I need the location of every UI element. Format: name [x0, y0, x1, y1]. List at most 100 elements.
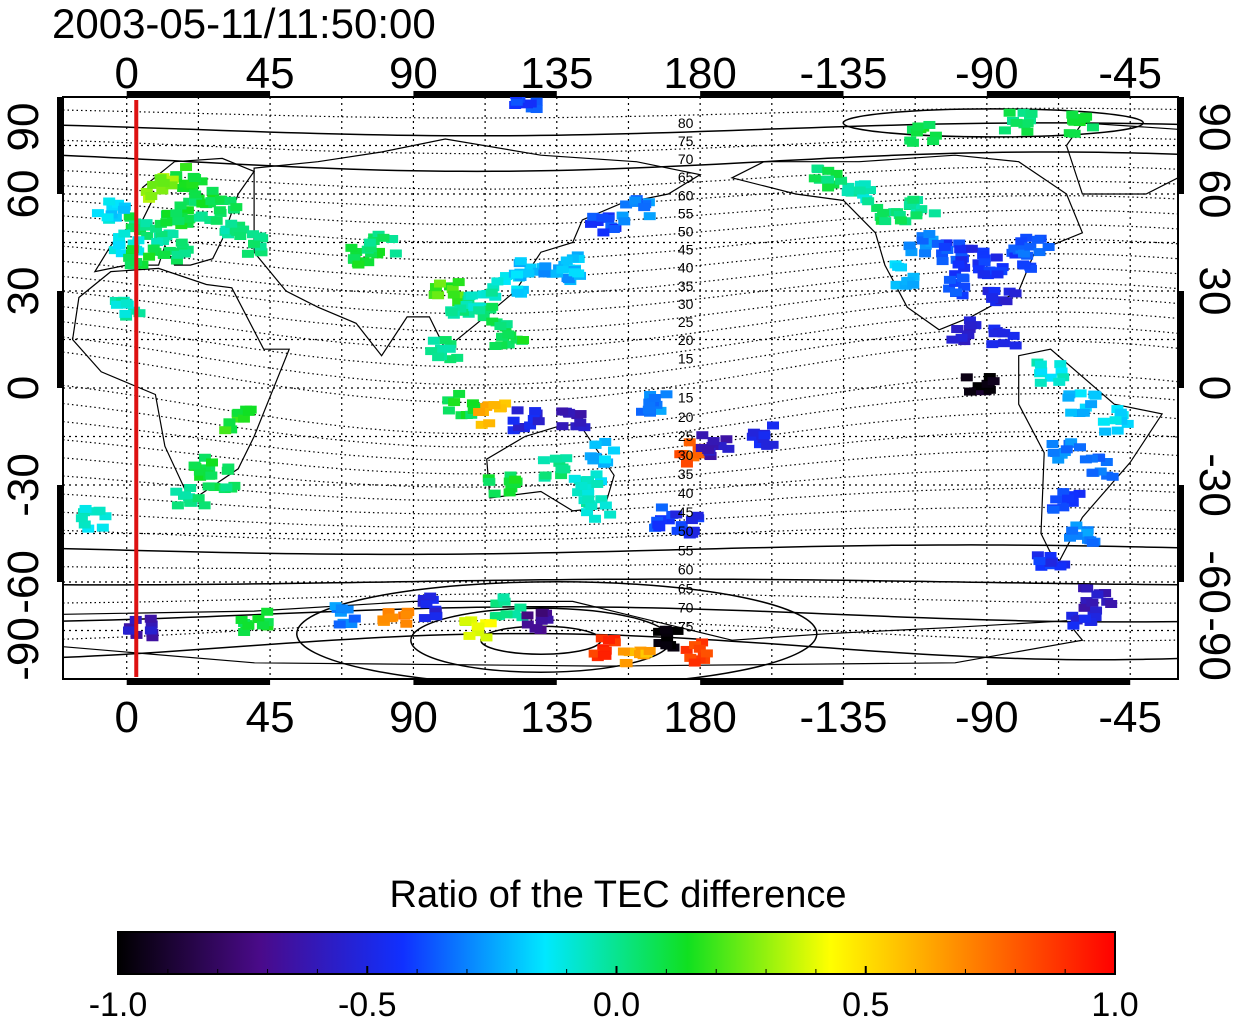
tec-pixel: [242, 621, 255, 630]
tec-pixel: [472, 622, 485, 631]
tec-pixel: [237, 414, 250, 423]
tec-pixel: [181, 219, 194, 228]
tec-patch: [489, 330, 530, 351]
tec-patch: [960, 373, 1000, 396]
tec-pixel: [893, 210, 906, 219]
tec-patch: [617, 646, 656, 668]
tec-patch: [1062, 389, 1102, 418]
tec-pixel: [163, 229, 176, 238]
tec-pixel: [997, 329, 1010, 338]
tec-pixel: [118, 229, 131, 238]
contour-label: 20: [678, 332, 694, 348]
tec-pixel: [642, 405, 655, 414]
coastline: [1065, 122, 1178, 195]
tec-pixel: [971, 387, 984, 396]
tec-pixel: [93, 506, 106, 515]
tec-pixel: [198, 453, 211, 462]
tec-pixel: [483, 419, 496, 428]
tec-pixel: [680, 459, 693, 468]
tec-pixel: [123, 253, 136, 262]
tec-patch: [746, 421, 780, 450]
tec-pixel: [996, 263, 1009, 272]
contour-line: [63, 238, 1178, 279]
contour-label: 25: [678, 428, 694, 444]
tec-pixel: [110, 300, 123, 309]
tec-pixel: [335, 604, 348, 613]
tec-pixel: [510, 97, 523, 106]
tec-patch: [556, 407, 591, 432]
contour-label: 45: [678, 242, 694, 258]
tec-pixel: [502, 330, 515, 339]
contour-label: 35: [678, 466, 694, 482]
tec-pixel: [835, 176, 848, 185]
tec-pixel: [465, 410, 478, 419]
tec-pixel: [1062, 494, 1075, 503]
tec-patch: [636, 390, 673, 417]
tec-pixel: [466, 399, 479, 408]
tec-pixel: [425, 347, 438, 356]
tec-pixel: [158, 250, 171, 259]
tec-pixel: [127, 239, 140, 248]
contour-line: [63, 525, 1178, 542]
tec-pixel: [957, 274, 970, 283]
tec-pixel: [688, 658, 701, 667]
tec-pixel: [903, 201, 916, 210]
tec-pixel: [602, 636, 615, 645]
tec-pixel: [221, 226, 234, 235]
tec-pixel: [204, 215, 217, 224]
tec-pixel: [568, 474, 581, 483]
tec-pixel: [919, 249, 932, 258]
tec-pixel: [1074, 389, 1087, 398]
axis-bar-bottom: [700, 679, 844, 685]
tec-pixel: [145, 192, 158, 201]
tec-pixel: [225, 219, 238, 228]
tec-pixel: [863, 186, 876, 195]
y-tick-label: 90: [0, 103, 48, 152]
tec-pixel: [539, 262, 552, 271]
tec-pixel: [671, 626, 684, 635]
tec-pixel: [140, 219, 153, 228]
contour-line: [63, 544, 1178, 556]
tec-patch: [377, 607, 415, 628]
tec-pixel: [871, 203, 884, 212]
tec-pixel: [377, 233, 390, 242]
x-tick-label: 0: [114, 693, 138, 742]
tec-pixel: [653, 639, 666, 648]
tec-pixel: [986, 340, 999, 349]
tec-pixel: [189, 174, 202, 183]
x-tick-label: -45: [1098, 49, 1162, 98]
tec-pixel: [228, 481, 241, 490]
tec-pixel: [1010, 118, 1023, 127]
tec-pixel: [151, 238, 164, 247]
tec-pixel: [1099, 589, 1112, 598]
tec-pixel: [537, 456, 550, 465]
tec-pixel: [188, 461, 201, 470]
tec-pixel: [180, 163, 193, 172]
tec-pixel: [535, 608, 548, 617]
tec-pixel: [702, 446, 715, 455]
tec-pixel: [195, 177, 208, 186]
tec-pixel: [205, 458, 218, 467]
tec-pixel: [964, 387, 977, 396]
tec-pixel: [599, 651, 612, 660]
tec-pixel: [1052, 455, 1065, 464]
tec-pixel: [1105, 600, 1118, 609]
tec-pixel: [680, 527, 693, 536]
tec-pixel: [562, 408, 575, 417]
tec-pixel: [1024, 242, 1037, 251]
tec-pixel: [101, 213, 114, 222]
tec-pixel: [256, 621, 269, 630]
tec-pixel: [620, 659, 633, 668]
tec-pixel: [484, 619, 497, 628]
tec-patch: [568, 470, 608, 498]
tec-pixel: [1031, 551, 1044, 560]
tec-pixel: [178, 491, 191, 500]
tec-patch: [361, 230, 402, 258]
tec-pixel: [1007, 331, 1020, 340]
tec-patch: [417, 592, 443, 623]
tec-patch: [473, 399, 512, 429]
tec-pixel: [1066, 498, 1079, 507]
contour-line: [63, 562, 1178, 570]
tec-pixel: [595, 634, 608, 643]
tec-pixel: [1089, 613, 1102, 622]
